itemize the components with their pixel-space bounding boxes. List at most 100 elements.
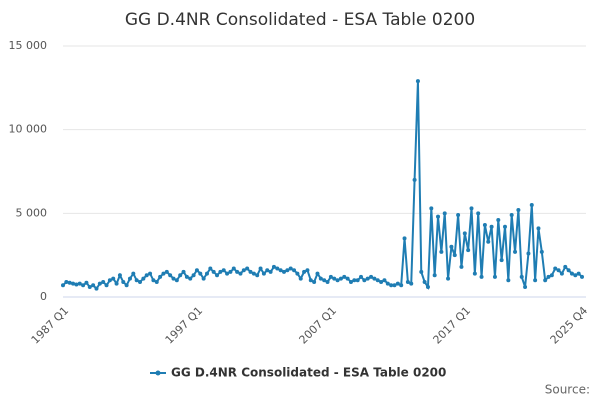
data-point <box>553 266 558 271</box>
data-point <box>348 279 353 284</box>
data-point <box>405 279 410 284</box>
data-point <box>248 269 253 274</box>
data-point <box>61 283 65 288</box>
data-point <box>492 274 497 279</box>
data-point <box>164 269 169 274</box>
data-point <box>502 224 507 229</box>
data-point <box>573 273 578 278</box>
data-point <box>154 279 159 284</box>
data-point <box>389 283 394 288</box>
data-point <box>556 268 561 273</box>
data-point <box>74 282 79 287</box>
chart-title: GG D.4NR Consolidated - ESA Table 0200 <box>125 10 475 30</box>
x-tick-label: 2025 Q4 <box>548 304 591 347</box>
data-point <box>91 283 96 288</box>
data-point <box>281 269 286 274</box>
data-point <box>141 276 146 281</box>
data-point <box>479 274 484 279</box>
data-point <box>312 279 317 284</box>
data-point <box>318 276 323 281</box>
data-point <box>576 271 581 276</box>
data-point <box>71 281 76 286</box>
data-point <box>251 271 256 276</box>
data-point <box>509 213 514 218</box>
data-point <box>395 281 400 286</box>
data-point <box>148 271 153 276</box>
data-point <box>124 283 129 288</box>
data-point <box>425 284 430 289</box>
data-point <box>369 274 374 279</box>
data-point <box>462 231 467 236</box>
data-point <box>499 258 504 263</box>
data-point <box>315 271 320 276</box>
data-point <box>345 276 350 281</box>
data-point <box>526 251 531 256</box>
x-tick-label: 1987 Q1 <box>29 304 72 347</box>
data-point <box>77 281 82 286</box>
data-point <box>436 214 441 219</box>
data-point <box>271 264 276 269</box>
data-point <box>385 281 390 286</box>
data-point <box>131 271 136 276</box>
data-point <box>409 281 414 286</box>
data-point <box>188 276 193 281</box>
data-point <box>228 269 233 274</box>
data-point <box>255 273 260 278</box>
data-point <box>144 273 149 278</box>
data-point <box>231 266 236 271</box>
data-point <box>151 278 156 283</box>
data-point <box>245 266 250 271</box>
data-point <box>496 218 501 223</box>
data-point <box>539 249 544 254</box>
data-point <box>261 271 266 276</box>
data-point <box>379 279 384 284</box>
data-point <box>469 206 474 211</box>
data-point <box>359 274 364 279</box>
data-point <box>184 274 189 279</box>
data-point <box>466 248 471 253</box>
data-point <box>194 268 199 273</box>
data-point <box>241 268 246 273</box>
source: Source: <box>545 383 590 397</box>
data-point <box>221 268 226 273</box>
data-point <box>549 273 554 278</box>
data-point <box>563 264 568 269</box>
y-tick-label: 10 000 <box>9 123 48 136</box>
data-point <box>338 276 343 281</box>
data-point <box>506 278 511 283</box>
data-point <box>238 271 243 276</box>
data-point <box>94 286 99 291</box>
data-point <box>204 271 209 276</box>
data-point <box>415 79 420 84</box>
data-point <box>211 269 216 274</box>
data-point <box>429 206 434 211</box>
data-point <box>513 249 518 254</box>
data-point <box>452 253 457 258</box>
data-point <box>121 279 126 284</box>
x-tick-label: 1997 Q1 <box>163 304 206 347</box>
data-point <box>87 284 92 289</box>
data-point <box>64 279 69 284</box>
data-point <box>168 273 173 278</box>
data-point <box>459 264 464 269</box>
data-point <box>580 274 584 279</box>
data-point <box>191 273 196 278</box>
x-tick-label: 2017 Q1 <box>431 304 474 347</box>
data-point <box>171 276 176 281</box>
data-point <box>442 211 447 216</box>
data-point <box>305 268 310 273</box>
data-point <box>519 274 524 279</box>
data-point <box>365 276 370 281</box>
data-point <box>161 271 166 276</box>
data-point <box>335 278 340 283</box>
data-point <box>543 278 548 283</box>
data-point <box>472 271 477 276</box>
data-point <box>533 278 538 283</box>
data-point <box>278 268 283 273</box>
data-point <box>268 269 273 274</box>
data-point <box>529 202 534 207</box>
x-tick-label: 2007 Q1 <box>297 304 340 347</box>
data-point <box>117 273 122 278</box>
data-point <box>138 279 143 284</box>
